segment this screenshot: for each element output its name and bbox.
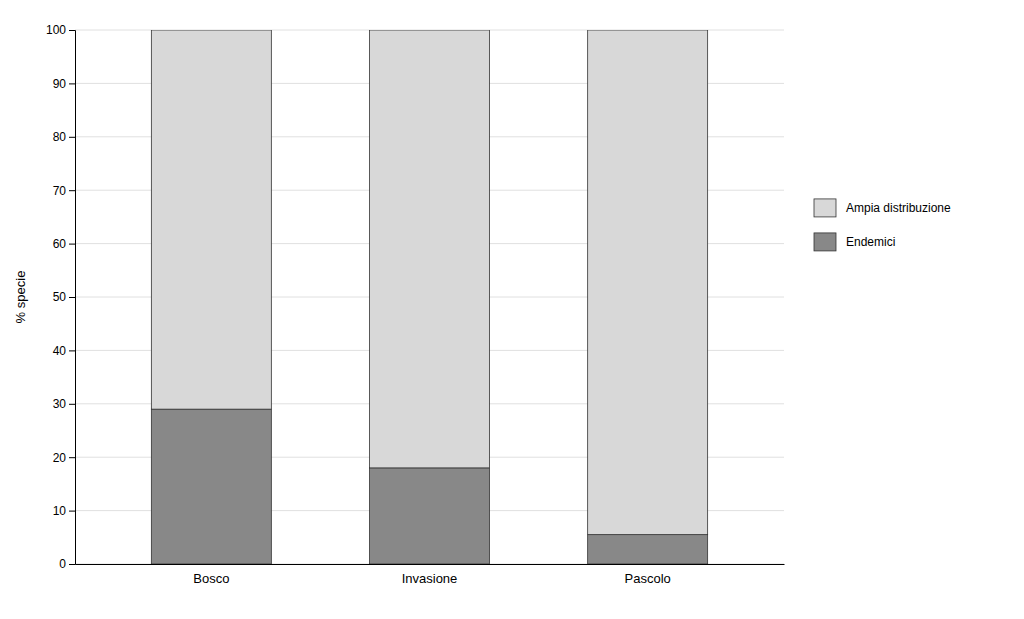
chart: 0 10 20 30 40 50 60 70 80 90 100 Bosco Invasione Pasc… xyxy=(0,0,1024,619)
y-tick: 80 xyxy=(53,130,75,144)
y-axis-title: % specie xyxy=(13,271,28,324)
y-tick-label: 40 xyxy=(53,344,67,358)
y-tick-mark xyxy=(69,404,75,405)
y-tick-label: 20 xyxy=(53,451,67,465)
y-tick-label: 30 xyxy=(53,397,67,411)
legend-item: Endemici xyxy=(814,233,895,251)
x-tick-label: Pascolo xyxy=(625,571,671,586)
y-tick-label: 0 xyxy=(59,557,66,571)
y-tick: 100 xyxy=(46,23,75,37)
legend-label: Endemici xyxy=(846,235,895,249)
x-tick: Bosco xyxy=(193,571,229,586)
y-tick-mark xyxy=(69,30,75,31)
bar xyxy=(370,30,490,468)
y-tick: 0 xyxy=(59,557,75,571)
y-tick-label: 80 xyxy=(53,130,67,144)
legend-item: Ampia distribuzione xyxy=(814,199,951,217)
y-tick: 30 xyxy=(53,397,75,411)
x-tick: Invasione xyxy=(402,571,458,586)
y-tick-mark xyxy=(69,190,75,191)
y-tick-label: 100 xyxy=(46,23,66,37)
y-tick: 40 xyxy=(53,344,75,358)
x-axis-line xyxy=(76,564,785,565)
x-axis: Bosco Invasione Pascolo xyxy=(76,565,785,587)
y-tick-mark xyxy=(69,83,75,84)
y-tick-mark xyxy=(69,511,75,512)
y-tick: 70 xyxy=(53,184,75,198)
legend-swatch xyxy=(814,199,836,217)
y-tick-label: 10 xyxy=(53,504,67,518)
y-tick-label: 90 xyxy=(53,77,67,91)
legend-swatch xyxy=(814,233,836,251)
y-tick-mark xyxy=(69,564,75,565)
grid xyxy=(75,30,784,564)
y-tick-label: 70 xyxy=(53,184,67,198)
bars xyxy=(151,30,707,564)
x-tick-label: Invasione xyxy=(402,571,458,586)
bar xyxy=(151,30,271,409)
y-tick: 90 xyxy=(53,77,75,91)
bar xyxy=(588,30,708,535)
y-tick-mark xyxy=(69,457,75,458)
plot: 0 10 20 30 40 50 60 70 80 90 100 Bosco Invasione Pasc… xyxy=(13,23,785,586)
y-tick-mark xyxy=(69,297,75,298)
y-tick-label: 50 xyxy=(53,290,67,304)
bar xyxy=(370,468,490,564)
y-tick: 60 xyxy=(53,237,75,251)
bar xyxy=(588,535,708,564)
x-tick: Pascolo xyxy=(625,571,671,586)
y-axis-line xyxy=(69,31,76,565)
y-tick-label: 60 xyxy=(53,237,67,251)
y-tick: 10 xyxy=(53,504,75,518)
y-tick: 50 xyxy=(53,290,75,304)
y-tick-mark xyxy=(69,137,75,138)
legend-label: Ampia distribuzione xyxy=(846,201,951,215)
y-axis: 0 10 20 30 40 50 60 70 80 90 100 xyxy=(46,23,76,571)
x-tick-label: Bosco xyxy=(193,571,229,586)
legend: Ampia distribuzione Endemici xyxy=(814,199,951,251)
y-tick-mark xyxy=(69,244,75,245)
y-tick-mark xyxy=(69,350,75,351)
y-tick: 20 xyxy=(53,451,75,465)
bar xyxy=(151,409,271,564)
